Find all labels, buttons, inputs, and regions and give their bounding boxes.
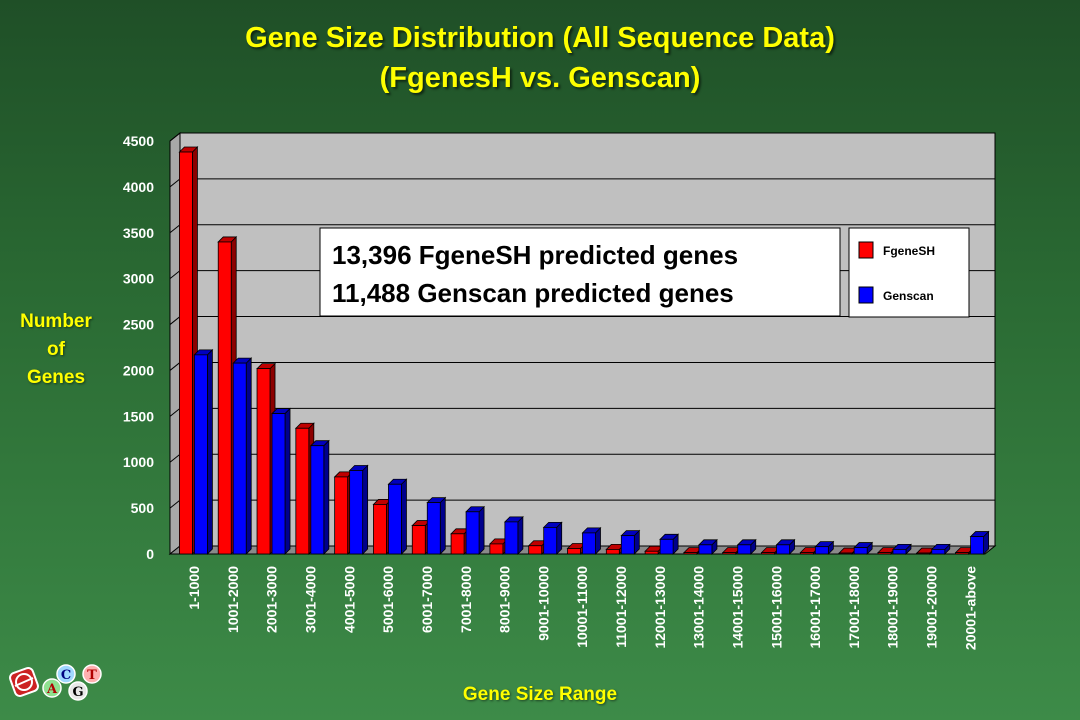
y-axis-label-line: Number (20, 311, 92, 332)
bar-genscan (348, 464, 369, 555)
bar-genscan (969, 530, 990, 555)
y-tick-label: 3000 (123, 271, 154, 287)
logo-letter: G (72, 685, 83, 700)
x-tick-label: 14001-15000 (729, 566, 745, 649)
bar-genscan (193, 348, 214, 555)
bar-genscan (853, 541, 874, 555)
legend-label: FgeneSH (883, 244, 935, 258)
gridline-diag (169, 499, 181, 509)
x-tick-label: 3001-4000 (303, 566, 319, 633)
legend-swatch (858, 286, 874, 304)
x-tick-label: 6001-7000 (419, 566, 435, 633)
legend-label: Genscan (883, 289, 934, 303)
y-tick-label: 1500 (123, 408, 154, 424)
bar-genscan (659, 533, 680, 555)
x-tick-label: 18001-19000 (885, 566, 901, 649)
y-axis-label-line: of (47, 339, 65, 360)
gridline-diag (169, 407, 181, 417)
y-tick-label: 4000 (123, 179, 154, 195)
gridline-diag (169, 453, 181, 463)
bar-genscan (309, 439, 330, 555)
x-tick-label: 8001-9000 (497, 566, 513, 633)
gridline-diag (169, 316, 181, 325)
bar-genscan (736, 538, 757, 555)
bar-fgenesh (527, 539, 548, 555)
y-tick-label: 2000 (123, 362, 154, 378)
acgt-logo-icon: A C G T (9, 664, 102, 701)
bar-genscan (271, 407, 291, 555)
x-tick-label: 19001-20000 (923, 566, 939, 649)
x-tick-label: 20001-above (962, 566, 978, 650)
gridline-diag (169, 270, 181, 280)
y-axis-label-line: Genes (26, 367, 86, 388)
legend-box (848, 227, 970, 318)
x-tick-label: 5001-6000 (380, 566, 396, 633)
x-tick-label: 2001-3000 (264, 566, 280, 633)
annotation-line2: 11,488 Genscan predicted genes (332, 278, 734, 308)
bar-genscan (930, 543, 951, 555)
x-tick-label: 1-1000 (186, 566, 202, 610)
bar-genscan (426, 496, 447, 555)
x-tick-label: 7001-8000 (458, 566, 474, 633)
bar-genscan (814, 540, 835, 555)
bar-genscan (232, 357, 253, 555)
bar-chart: 0 500 1000 1500 2000 2500 3000 3500 4000 4500 1-10… (123, 131, 997, 650)
x-axis-label: Gene Size Range (462, 684, 618, 705)
logo-letter: C (61, 668, 71, 683)
y-tick-label: 1000 (123, 454, 154, 470)
bar-genscan (503, 515, 524, 555)
x-tick-label: 9001-10000 (535, 566, 551, 641)
y-tick-label: 2500 (123, 317, 154, 333)
bar-genscan (465, 505, 486, 555)
bar-fgenesh (838, 547, 859, 555)
bar-genscan (620, 529, 641, 555)
bar-genscan (697, 538, 718, 555)
gridline-diag (169, 132, 181, 142)
bar-genscan (542, 521, 563, 555)
x-tick-label: 17001-18000 (846, 566, 862, 649)
x-tick-label: 16001-17000 (807, 566, 823, 649)
bar-genscan (581, 526, 602, 555)
gridline-diag (169, 362, 181, 371)
annotation-box (319, 227, 841, 317)
chart-title-line2: (FgenesH vs. Genscan) (379, 62, 701, 94)
x-tick-label: 1001-2000 (225, 566, 241, 633)
chart-title-line1: Gene Size Distribution (All Sequence Dat… (245, 22, 835, 54)
plot-side-wall (169, 131, 181, 556)
x-tick-label: 13001-14000 (691, 566, 707, 649)
y-axis-label: Number of Genes (6, 308, 106, 392)
y-tick-label: 500 (131, 500, 155, 516)
x-tick-label: 12001-13000 (652, 566, 668, 649)
y-tick-label: 0 (146, 546, 154, 562)
gridline-diag (169, 178, 181, 188)
logo-letter: T (87, 668, 97, 683)
legend-swatch (858, 241, 874, 259)
x-tick-label: 11001-12000 (613, 566, 629, 648)
x-tick-label: 15001-16000 (768, 566, 784, 649)
bar-genscan (387, 478, 408, 555)
y-tick-label: 4500 (123, 133, 154, 149)
gridline-diag (169, 224, 181, 234)
logo-letter: A (46, 682, 58, 697)
y-tick-label: 3500 (123, 225, 154, 241)
x-tick-label: 4001-5000 (341, 566, 357, 633)
bar-genscan (775, 538, 796, 555)
bar-genscan (892, 543, 912, 555)
x-tick-label: 10001-11000 (574, 566, 590, 648)
annotation-line1: 13,396 FgeneSH predicted genes (332, 240, 738, 270)
